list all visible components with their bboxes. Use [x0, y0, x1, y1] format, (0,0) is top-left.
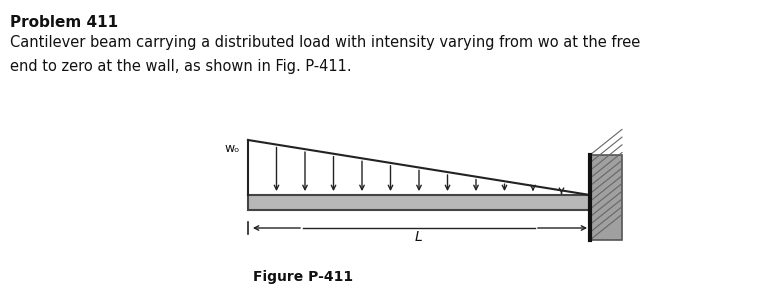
Bar — [590, 155, 622, 240]
Text: Figure P-411: Figure P-411 — [253, 270, 353, 284]
Text: end to zero at the wall, as shown in Fig. P-411.: end to zero at the wall, as shown in Fig… — [10, 59, 352, 74]
Text: Problem 411: Problem 411 — [10, 15, 118, 30]
Bar — [248, 195, 590, 210]
Text: L: L — [415, 230, 423, 244]
Text: Cantilever beam carrying a distributed load with intensity varying from wo at th: Cantilever beam carrying a distributed l… — [10, 35, 640, 50]
Text: wₒ: wₒ — [225, 142, 240, 155]
